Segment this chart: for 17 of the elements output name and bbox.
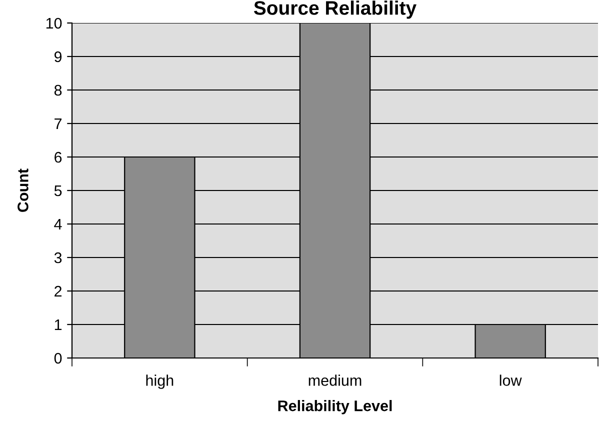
- y-tick-label: 5: [54, 186, 62, 196]
- chart-title: Source Reliability: [254, 0, 416, 19]
- y-tick-label: 8: [54, 84, 62, 96]
- y-axis-title: Count: [18, 168, 28, 212]
- y-tick-label: 1: [54, 320, 62, 330]
- y-tick-label: 4: [54, 219, 62, 230]
- y-tick-label: 7: [54, 118, 62, 130]
- y-tick-label: 2: [54, 286, 62, 297]
- y-tick-label: 0: [54, 352, 62, 364]
- y-tick-label: 10: [46, 18, 62, 29]
- y-tick-label: 9: [54, 51, 62, 62]
- y-tick-label: 6: [54, 152, 62, 163]
- x-tick-label: medium: [308, 374, 362, 386]
- x-tick-label: high: [146, 374, 174, 389]
- y-tick-label: 3: [54, 252, 62, 264]
- x-axis-title: Reliability Level: [278, 400, 392, 414]
- x-tick-label: low: [500, 374, 522, 386]
